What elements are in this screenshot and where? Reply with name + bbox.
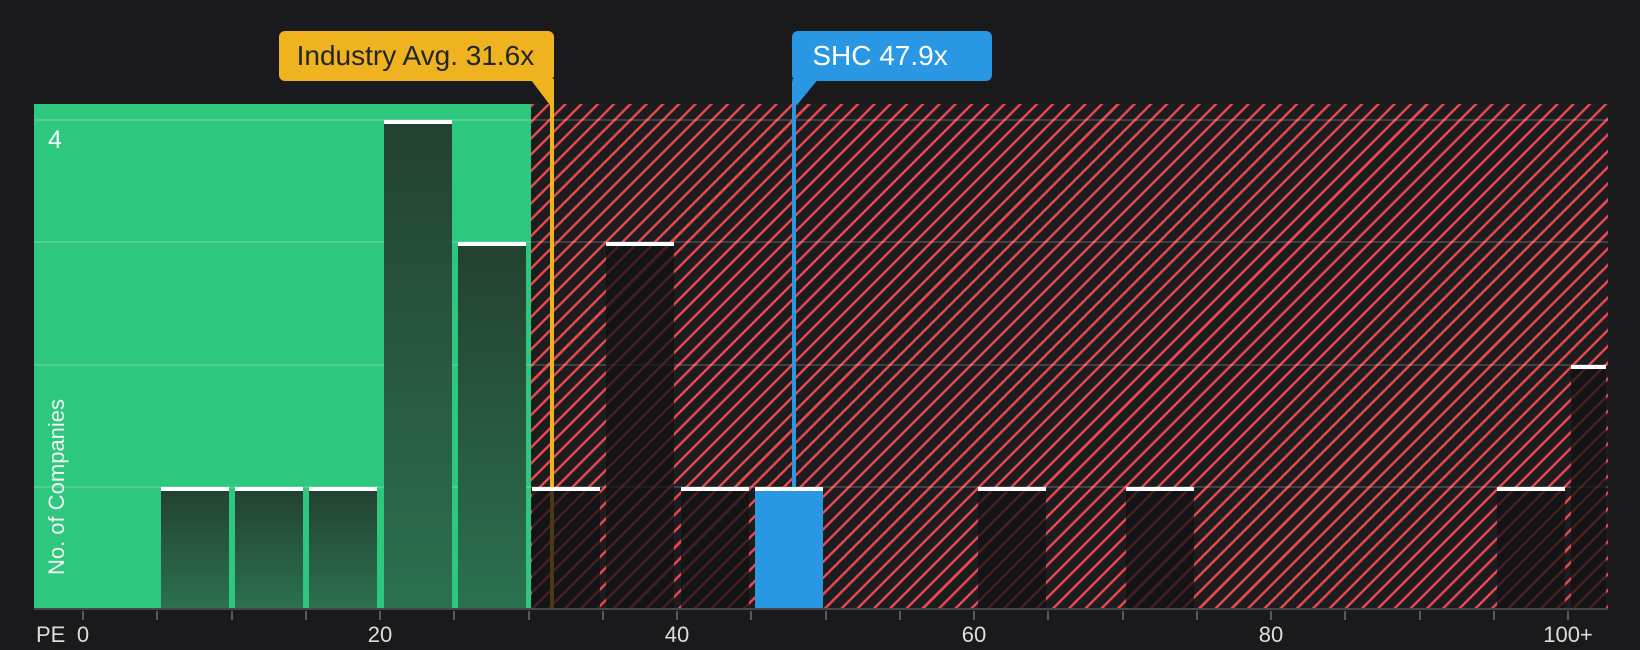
bar-top-cap bbox=[532, 486, 600, 491]
x-tick-label-100+: 100+ bbox=[1543, 622, 1593, 647]
bar-pe-20-25[interactable] bbox=[383, 120, 452, 609]
x-axis-name: PE bbox=[36, 622, 66, 647]
bar-top-cap bbox=[383, 120, 452, 124]
bar-top-cap bbox=[160, 486, 229, 491]
x-tick-50 bbox=[824, 611, 827, 620]
x-tick-70 bbox=[1121, 611, 1124, 620]
x-tick-25 bbox=[453, 611, 456, 620]
x-tick-95 bbox=[1492, 611, 1495, 620]
bar-pe-95-100[interactable] bbox=[1497, 486, 1566, 609]
bar-pe-60-65[interactable] bbox=[977, 486, 1046, 609]
marker-line bbox=[550, 104, 555, 609]
company-callout-tail bbox=[792, 79, 819, 105]
plot-area bbox=[34, 82, 1608, 609]
bar-top-cap bbox=[457, 242, 526, 247]
bar-top-cap bbox=[977, 486, 1046, 491]
x-tick-label-0: 0 bbox=[76, 622, 90, 647]
bar-pe-70-75[interactable] bbox=[1126, 486, 1194, 609]
bar-pe-25-30[interactable] bbox=[457, 242, 526, 609]
bar-top-cap bbox=[1571, 364, 1606, 369]
x-tick-30 bbox=[527, 611, 530, 620]
x-tick-20 bbox=[379, 611, 381, 620]
bar-pe-100+[interactable] bbox=[1571, 364, 1606, 609]
company-callout: SHC 47.9x bbox=[792, 31, 992, 81]
x-tick-label-40: 40 bbox=[664, 622, 690, 647]
bar-top-cap bbox=[1497, 486, 1566, 491]
x-tick-label-60: 60 bbox=[961, 622, 987, 647]
marker-line bbox=[792, 82, 797, 609]
x-tick-100 bbox=[1567, 611, 1569, 620]
x-tick-0 bbox=[82, 611, 84, 620]
bar-pe-45-50[interactable] bbox=[754, 486, 823, 609]
bar-top-cap bbox=[606, 242, 675, 247]
bar-top-cap bbox=[1126, 486, 1194, 491]
gridline-4 bbox=[34, 119, 1608, 121]
x-tick-85 bbox=[1344, 611, 1347, 620]
x-tick-80 bbox=[1270, 611, 1272, 620]
x-tick-75 bbox=[1195, 611, 1198, 620]
x-tick-label-80: 80 bbox=[1258, 622, 1284, 647]
above-average-zone-hatched bbox=[531, 104, 1608, 609]
industry-average-callout-tail bbox=[530, 79, 555, 105]
y-axis-label: No. of Companies bbox=[44, 398, 69, 576]
bar-pe-15-20[interactable] bbox=[309, 486, 378, 609]
bar-pe-35-40[interactable] bbox=[606, 242, 675, 609]
industry-average-callout: Industry Avg. 31.6x bbox=[278, 31, 555, 81]
bar-top-cap bbox=[680, 486, 749, 491]
x-tick-55 bbox=[898, 611, 901, 620]
bar-top-cap bbox=[309, 486, 378, 491]
y-axis-max-tick-label: 4 bbox=[48, 126, 62, 154]
bar-pe-30-35[interactable] bbox=[532, 486, 600, 609]
x-tick-35 bbox=[601, 611, 604, 620]
x-tick-45 bbox=[750, 611, 753, 620]
bar-pe-10-15[interactable] bbox=[235, 486, 303, 609]
x-tick-60 bbox=[973, 611, 975, 620]
bar-pe-40-45[interactable] bbox=[680, 486, 749, 609]
x-tick-15 bbox=[304, 611, 307, 620]
x-tick-90 bbox=[1418, 611, 1421, 620]
gridline-2 bbox=[34, 363, 1608, 366]
x-tick-5 bbox=[156, 611, 159, 620]
x-tick-65 bbox=[1047, 611, 1050, 620]
gridline-3 bbox=[34, 241, 1608, 244]
x-tick-label-20: 20 bbox=[367, 622, 393, 647]
bar-top-cap bbox=[754, 486, 823, 491]
bar-pe-5-10[interactable] bbox=[160, 486, 229, 609]
bar-top-cap bbox=[235, 486, 303, 491]
x-axis-line bbox=[34, 608, 1608, 610]
x-tick-10 bbox=[230, 611, 233, 620]
x-tick-40 bbox=[676, 611, 678, 620]
